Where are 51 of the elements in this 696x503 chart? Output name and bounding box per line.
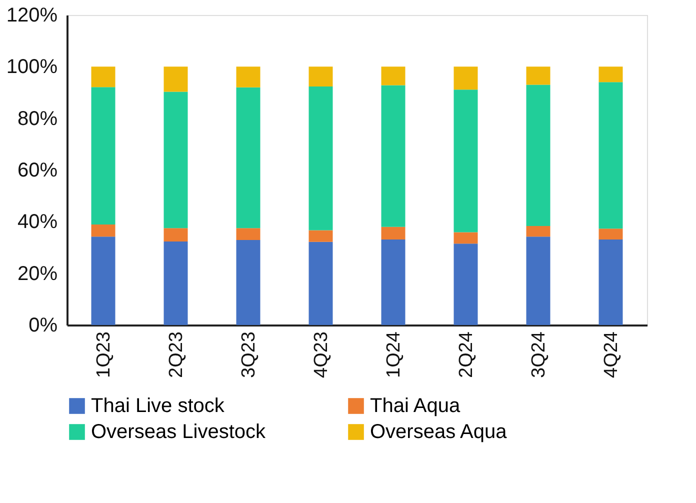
bar — [91, 87, 116, 225]
bar — [91, 66, 116, 88]
bar — [598, 239, 623, 325]
x-tick-label: 3Q23 — [238, 332, 260, 378]
bar — [308, 230, 333, 242]
legend-label: Thai Aqua — [370, 395, 461, 417]
bar — [454, 232, 478, 244]
y-tick-label: 40% — [17, 211, 58, 234]
bar — [598, 82, 623, 229]
bar — [381, 85, 406, 227]
bar — [598, 66, 623, 82]
x-tick-label: 4Q23 — [310, 332, 332, 378]
bar — [381, 226, 406, 240]
bar — [236, 228, 260, 240]
bar — [164, 92, 188, 228]
bar — [164, 228, 188, 242]
bar — [454, 244, 478, 325]
bar — [164, 66, 188, 92]
bar — [236, 240, 260, 325]
bar — [236, 87, 260, 228]
legend-label: Thai Live stock — [91, 395, 226, 417]
bar — [381, 239, 406, 325]
bar — [526, 66, 550, 85]
y-tick-label: 0% — [28, 314, 58, 336]
bar — [526, 236, 550, 325]
y-tick-label: 80% — [17, 108, 58, 130]
bar — [91, 236, 116, 325]
bar — [381, 66, 406, 86]
bar — [454, 66, 478, 90]
legend-label: Overseas Aqua — [370, 421, 508, 443]
y-tick-label: 120% — [6, 4, 58, 26]
bar — [526, 84, 550, 226]
bar — [164, 242, 188, 325]
x-tick-label: 2Q23 — [166, 332, 187, 378]
legend-label: Overseas Livestock — [91, 421, 267, 443]
y-tick-label: 60% — [17, 160, 58, 182]
x-tick-label: 3Q24 — [528, 331, 550, 378]
bar — [308, 66, 333, 87]
x-tick-label: 4Q24 — [600, 331, 622, 378]
bar — [598, 228, 623, 240]
x-tick-label: 1Q24 — [383, 331, 404, 378]
x-tick-label: 2Q24 — [456, 331, 477, 378]
bar — [308, 242, 333, 325]
bar — [236, 66, 260, 88]
y-tick-label: 20% — [17, 262, 58, 285]
y-tick-label: 100% — [6, 56, 58, 78]
x-tick-label: 1Q23 — [93, 332, 114, 378]
bar — [526, 226, 550, 237]
bar — [91, 224, 116, 237]
bar — [308, 86, 333, 230]
bar — [454, 90, 478, 232]
